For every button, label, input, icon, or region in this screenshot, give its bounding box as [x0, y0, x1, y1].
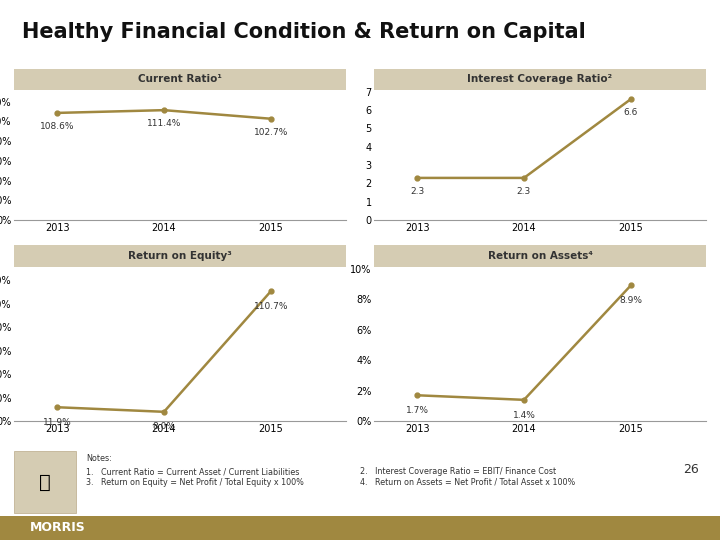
Text: Healthy Financial Condition & Return on Capital: Healthy Financial Condition & Return on … [22, 22, 585, 42]
Text: 1.4%: 1.4% [513, 410, 536, 420]
Text: Current Ratio¹: Current Ratio¹ [138, 75, 222, 84]
Text: Return on Assets⁴: Return on Assets⁴ [487, 251, 593, 261]
Text: 11.9%: 11.9% [42, 418, 71, 427]
Text: 3.   Return on Equity = Net Profit / Total Equity x 100%: 3. Return on Equity = Net Profit / Total… [86, 478, 305, 487]
Text: 111.4%: 111.4% [147, 119, 181, 128]
Text: 4.   Return on Assets = Net Profit / Total Asset x 100%: 4. Return on Assets = Net Profit / Total… [360, 478, 575, 487]
Text: 8.9%: 8.9% [619, 296, 642, 305]
Text: 8.0%: 8.0% [153, 422, 176, 431]
Text: Return on Equity³: Return on Equity³ [128, 251, 232, 261]
Text: 1.7%: 1.7% [405, 406, 428, 415]
Text: 6.6: 6.6 [624, 108, 638, 117]
Text: 1.   Current Ratio = Current Asset / Current Liabilities: 1. Current Ratio = Current Asset / Curre… [86, 467, 300, 476]
Text: 2.   Interest Coverage Ratio = EBIT/ Finance Cost: 2. Interest Coverage Ratio = EBIT/ Finan… [360, 467, 556, 476]
Text: 2.3: 2.3 [517, 187, 531, 196]
Text: 2.3: 2.3 [410, 187, 424, 196]
Text: MORRIS: MORRIS [30, 521, 86, 535]
Text: 🏛: 🏛 [39, 472, 51, 491]
Text: 102.7%: 102.7% [253, 128, 288, 137]
Text: 108.6%: 108.6% [40, 122, 74, 131]
Text: Notes:: Notes: [86, 454, 112, 463]
Text: 26: 26 [683, 463, 698, 476]
Text: 110.7%: 110.7% [253, 302, 288, 311]
Text: Interest Coverage Ratio²: Interest Coverage Ratio² [467, 75, 613, 84]
